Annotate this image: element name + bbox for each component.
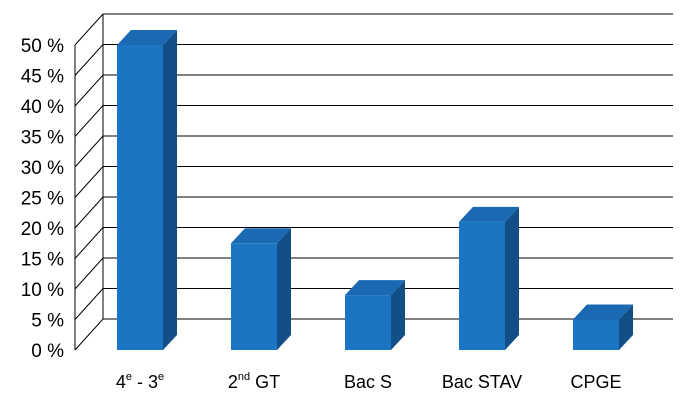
x-axis-labels: 4e - 3e 2nd GT Bac S Bac STAV CPGE [116,371,622,392]
bar-top [117,30,177,45]
y-tick-label: 45 % [21,67,64,88]
bar-side [391,280,405,350]
y-tick-label: 5 % [31,311,64,332]
bar [231,228,291,350]
bar-top [459,206,519,222]
x-tick-label: 4e - 3e [116,371,164,392]
x-tick-label: 2nd GT [228,371,280,392]
bar [345,280,405,350]
bar-side [619,304,633,350]
x-tick-label: Bac S [344,372,392,392]
bar-front [573,319,619,350]
bar-front [117,45,163,350]
bar-front [345,295,391,350]
y-tick-label: 25 % [21,189,64,210]
y-tick-label: 35 % [21,128,64,149]
y-tick-label: 15 % [21,250,64,271]
y-tick-label: 30 % [21,158,64,179]
bar-top [231,228,291,244]
gridlines [74,13,673,351]
bar [573,304,633,350]
bar-side [163,30,177,350]
y-tick-label: 40 % [21,97,64,118]
bar [459,206,519,350]
bar-side [505,206,519,350]
y-axis: 0 % 5 % 10 % 15 % 20 % 25 % 30 % 35 % 40 % 45 % 50… [21,36,64,362]
bar-side [277,228,291,350]
x-tick-label: CPGE [570,372,621,392]
y-tick-label: 10 % [21,280,64,301]
bar-top [345,280,405,296]
x-tick-label: Bac STAV [442,372,522,392]
bars [117,30,633,350]
bar-front [459,221,505,350]
bar-front [231,243,277,350]
y-tick-label: 0 % [31,341,64,362]
bar-top [573,304,633,320]
bar [117,30,177,350]
y-tick-label: 50 % [21,36,64,57]
y-tick-label: 20 % [21,219,64,240]
